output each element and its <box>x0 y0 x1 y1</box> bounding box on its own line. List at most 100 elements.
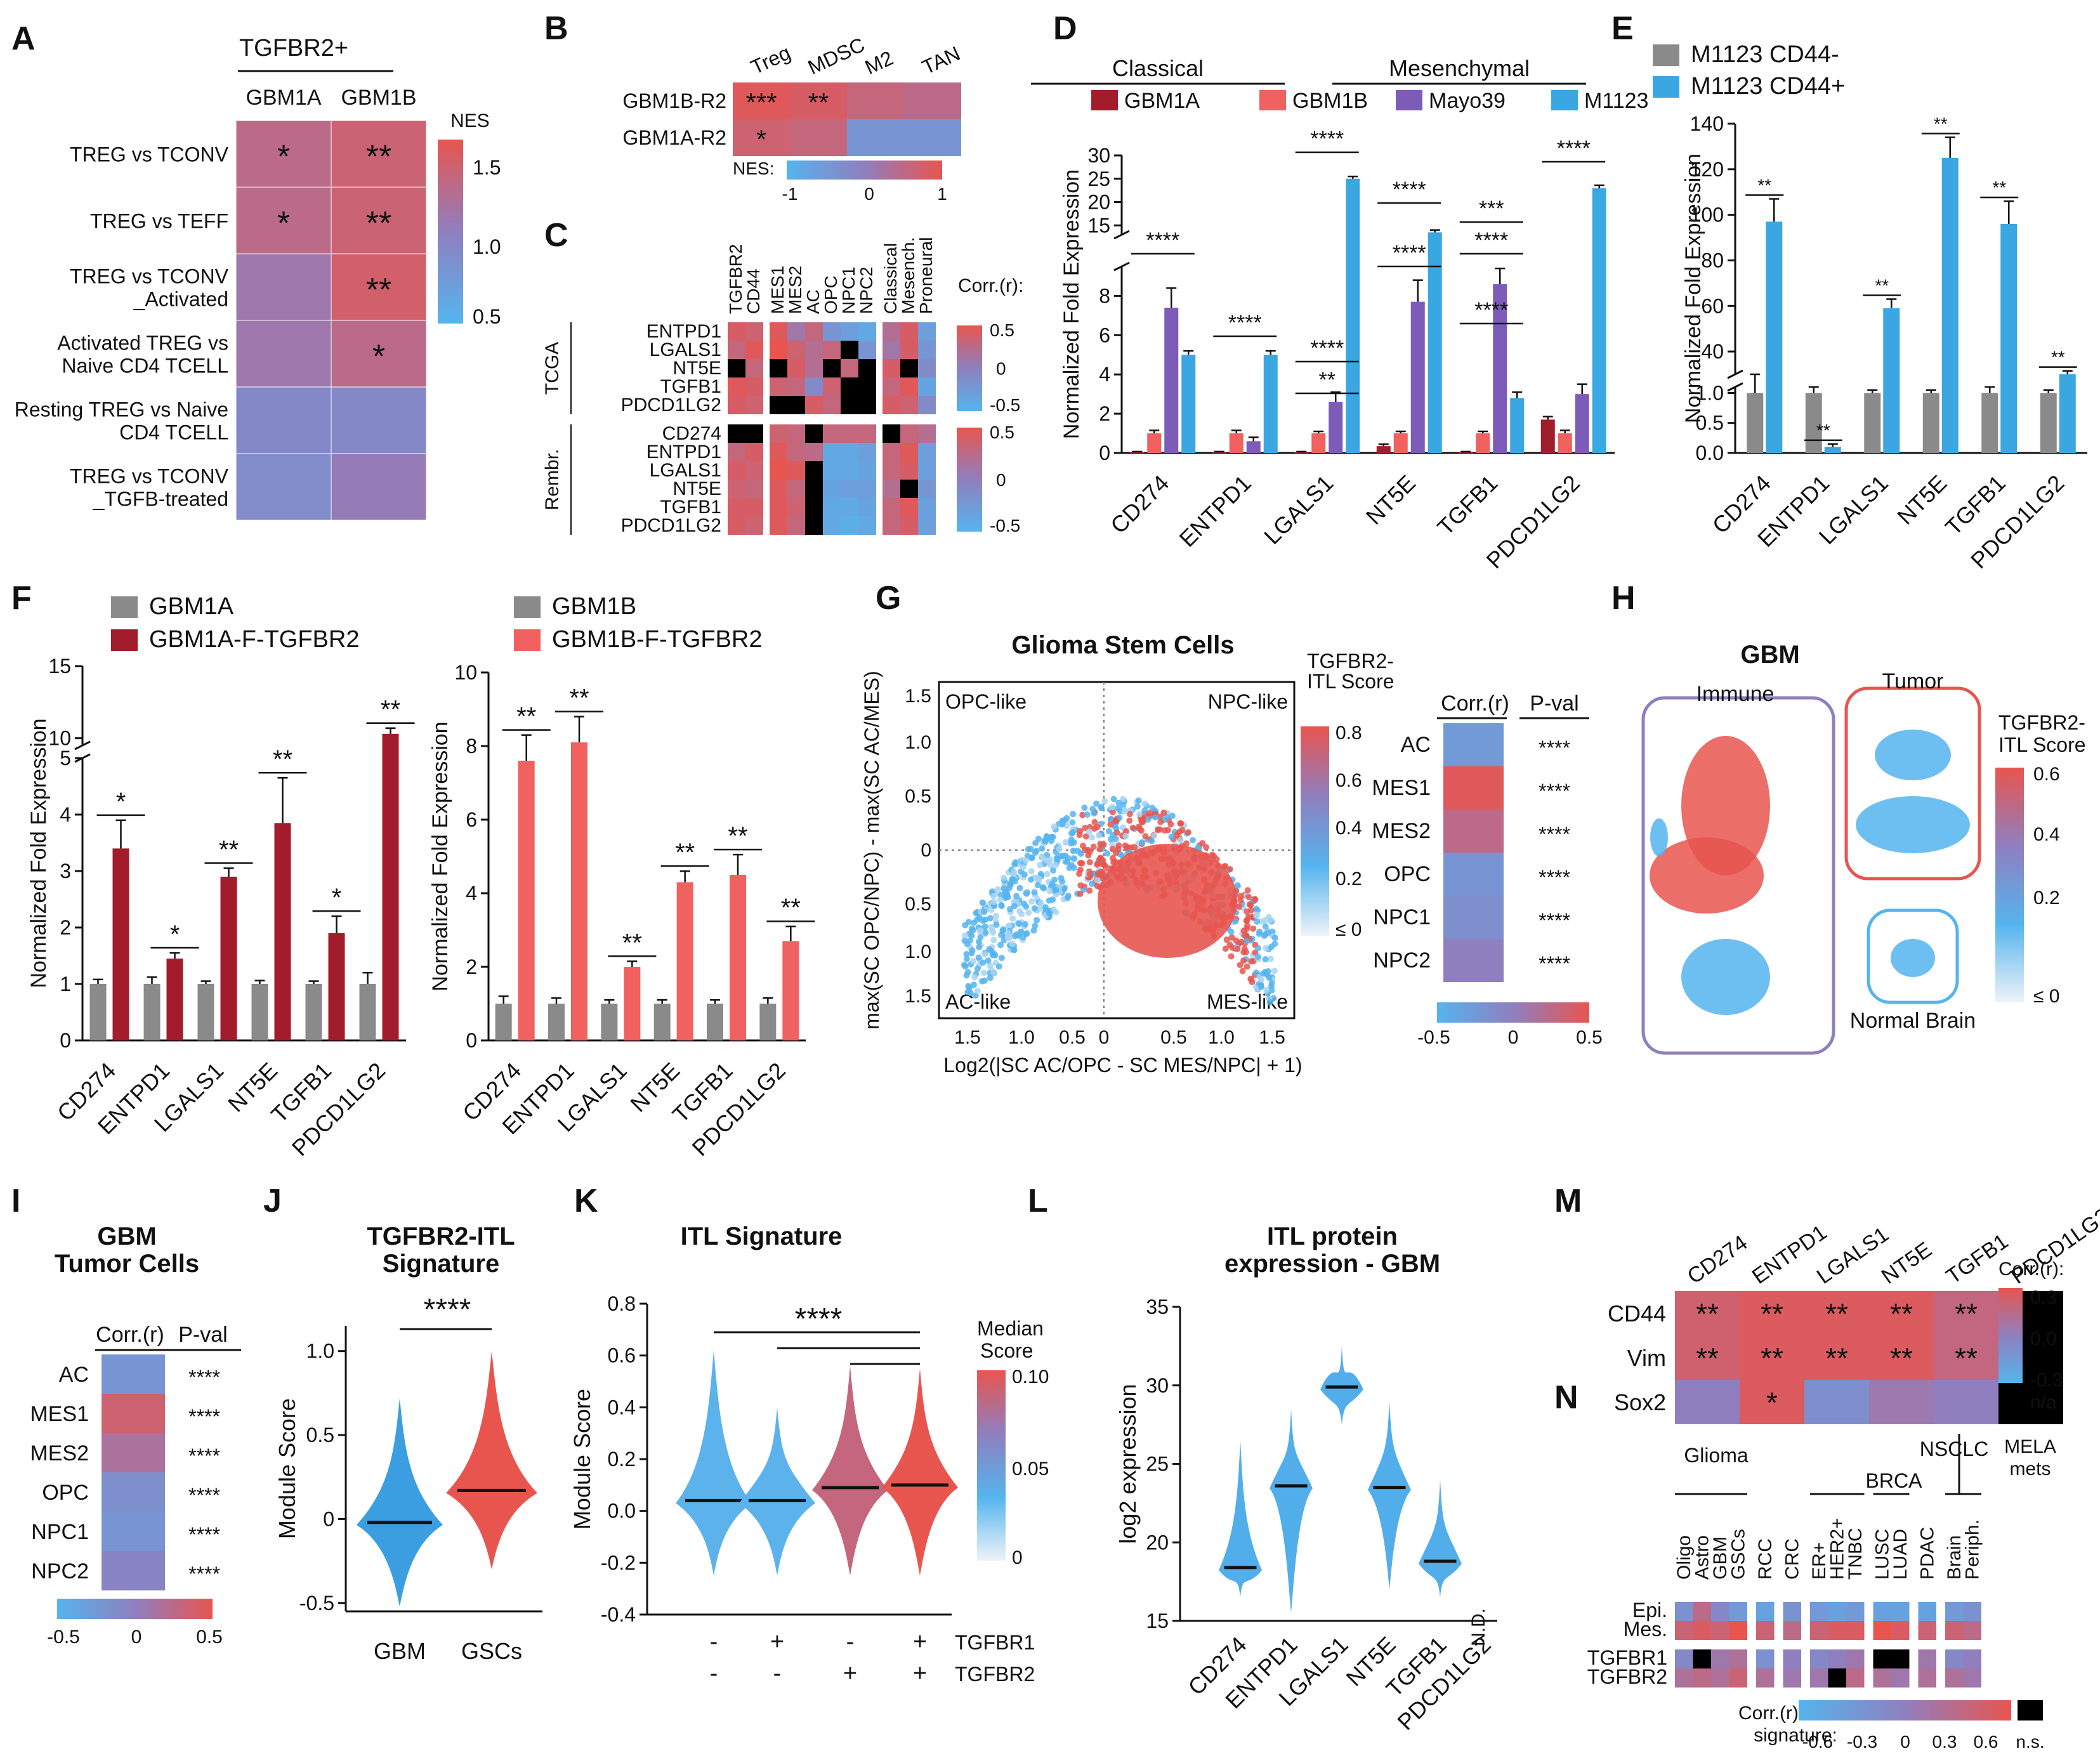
colorbar-label: TGFBR2- <box>1998 711 2085 734</box>
heat-cell <box>787 377 805 396</box>
y-tick-label: 3 <box>60 860 71 882</box>
heat-cell <box>805 461 823 480</box>
heat-cell <box>1846 1649 1865 1668</box>
scatter-point <box>970 981 977 988</box>
genotype-label: TGFBR1 <box>955 1631 1035 1654</box>
significance-label: ** <box>781 894 801 922</box>
x-tick-label: 1.5 <box>954 1027 981 1048</box>
scatter-point <box>1094 877 1101 884</box>
scatter-point <box>974 916 981 923</box>
scatter-point <box>1164 814 1171 821</box>
y-tick-label: 120 <box>1690 158 1724 181</box>
scatter-point <box>1096 860 1103 867</box>
heat-cell <box>1729 1621 1747 1640</box>
column-label: Astro <box>1692 1535 1713 1580</box>
y-tick-label: 25 <box>1087 167 1110 190</box>
panel-letter-a: A <box>11 20 36 57</box>
scatter-point <box>1145 816 1152 823</box>
bar <box>1981 393 1998 453</box>
axis-break <box>1727 382 1743 392</box>
scatter-point <box>1049 867 1056 874</box>
row-label: OPC <box>1384 862 1431 886</box>
scatter-point <box>1190 837 1197 844</box>
heat-cell <box>745 396 763 414</box>
panel-letter-h: H <box>1611 580 1636 617</box>
heat-cell <box>823 322 841 341</box>
legend-label: Mayo39 <box>1429 89 1506 113</box>
heat-cell <box>1891 1602 1910 1621</box>
heat-cell <box>883 480 900 498</box>
heat-cell <box>331 253 427 321</box>
scatter-point <box>1240 948 1247 955</box>
heat-cell <box>823 461 841 480</box>
plot-title: GBM <box>97 1222 156 1250</box>
heat-cell <box>787 480 805 498</box>
axis-break <box>1727 369 1743 379</box>
bar <box>782 941 799 1040</box>
scatter-point <box>1071 855 1078 862</box>
row-label: _TGFB-treated <box>93 488 228 511</box>
scatter-point <box>1239 967 1246 974</box>
heat-cell <box>841 480 858 498</box>
significance-label: ** <box>1757 176 1771 195</box>
heat-cell <box>770 424 787 443</box>
bar <box>1476 433 1490 453</box>
colorbar-tick: -0.5 <box>990 516 1020 535</box>
legend-swatch <box>1653 44 1679 66</box>
significance-star: ** <box>1955 1342 1978 1375</box>
colorbar-tick: 0.5 <box>473 305 501 328</box>
heat-cell <box>841 516 858 535</box>
heat-cell <box>918 377 936 396</box>
scatter-point <box>961 937 968 944</box>
heat-cell <box>1443 809 1504 853</box>
bar <box>571 742 587 1040</box>
colorbar-tick: ≤ 0 <box>1335 919 1362 940</box>
legend-swatch <box>1091 90 1118 110</box>
scatter-point <box>1262 917 1269 924</box>
p-value: **** <box>188 1563 220 1585</box>
scatter-point <box>1069 819 1076 826</box>
panel-letter-n: N <box>1554 1379 1578 1416</box>
bar <box>359 984 376 1040</box>
heat-cell <box>787 359 805 377</box>
heat-cell <box>1963 1602 1981 1621</box>
plot-title: ITL protein <box>1267 1222 1398 1250</box>
heat-cell <box>805 396 823 414</box>
scatter-point <box>1010 868 1017 875</box>
scatter-point <box>1112 818 1119 825</box>
x-tick-label: 1.0 <box>1008 1027 1035 1048</box>
scatter-point <box>1032 922 1039 929</box>
scatter-point <box>1266 999 1273 1006</box>
colorbar-label: ITL Score <box>1998 733 2086 756</box>
heat-cell <box>883 322 900 341</box>
scatter-point <box>1244 917 1250 924</box>
significance-label: **** <box>1310 336 1344 360</box>
colorbar-tick: 0.6 <box>2033 764 2060 785</box>
heat-cell <box>918 443 936 461</box>
scatter-point <box>992 912 999 919</box>
heat-cell <box>858 341 876 359</box>
scatter-point <box>1028 898 1035 905</box>
colorbar <box>57 1599 213 1619</box>
scatter-point <box>1244 926 1250 933</box>
heat-cell <box>787 516 805 535</box>
heat-cell <box>770 396 787 414</box>
scatter-point <box>987 915 994 922</box>
heat-cell <box>883 443 900 461</box>
colorbar-label: signature: <box>1754 1725 1837 1746</box>
colorbar-tick: 0.05 <box>1012 1458 1049 1479</box>
colorbar-tick: 0.4 <box>1335 818 1362 839</box>
heat-cell <box>847 119 904 156</box>
umap-blob <box>1650 837 1764 914</box>
colorbar <box>438 140 463 324</box>
significance-label: **** <box>1393 178 1426 202</box>
significance-label: **** <box>1474 298 1508 322</box>
genotype-sign: + <box>913 1660 927 1687</box>
heat-cell <box>1804 1291 1869 1335</box>
group-label: mets <box>2009 1458 2051 1479</box>
significance-star: *** <box>745 88 777 117</box>
scatter-point <box>1089 806 1096 813</box>
